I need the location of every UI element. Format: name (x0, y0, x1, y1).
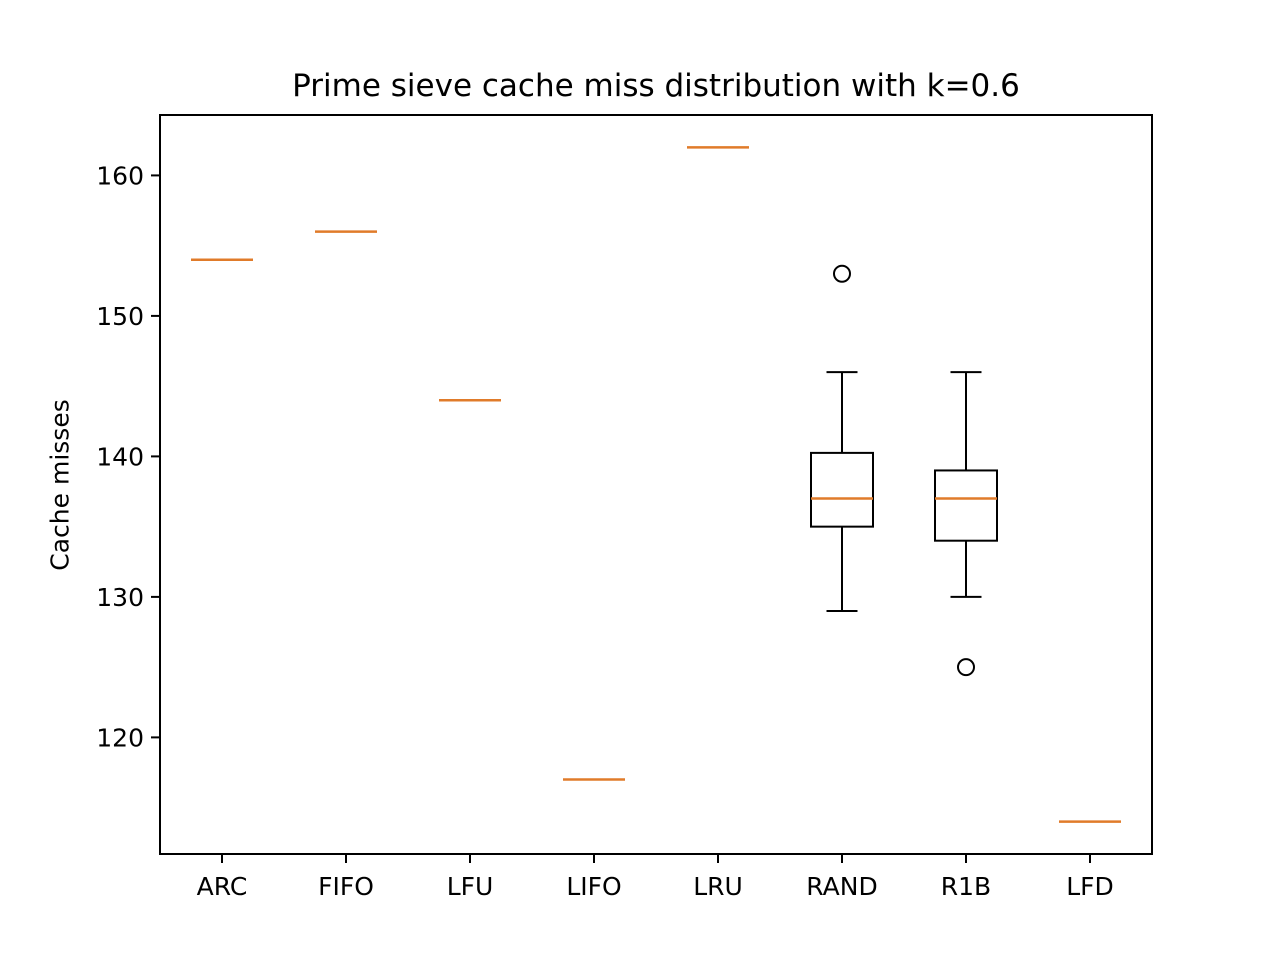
plot-marks (191, 146, 1121, 823)
x-tick-label: LIFO (566, 872, 621, 901)
x-tick-label: LFD (1066, 872, 1114, 901)
iqr-box (810, 451, 874, 528)
y-axis: 120 130 140 150 160 (96, 161, 160, 752)
outlier-point (957, 658, 975, 677)
box-r1b (934, 371, 998, 677)
x-tick-label: RAND (806, 872, 877, 901)
chart-title: Prime sieve cache miss distribution with… (292, 68, 1020, 104)
x-tick-label: ARC (197, 872, 248, 901)
y-tick-label: 140 (96, 442, 144, 471)
outlier-point (833, 264, 851, 283)
iqr-box (934, 469, 998, 542)
y-tick-label: 120 (96, 723, 144, 752)
x-tick-label: LFU (447, 872, 494, 901)
plot-frame (159, 114, 1153, 855)
y-tick-label: 130 (96, 583, 144, 612)
x-tick-label: R1B (941, 872, 991, 901)
y-tick-label: 160 (96, 161, 144, 190)
y-tick-label: 150 (96, 302, 144, 331)
box-rand (810, 264, 874, 612)
x-tick-label: LRU (693, 872, 743, 901)
x-tick-label: FIFO (318, 872, 374, 901)
x-axis: ARC FIFO LFU LIFO LRU RAND R1B LFD (197, 854, 1114, 901)
